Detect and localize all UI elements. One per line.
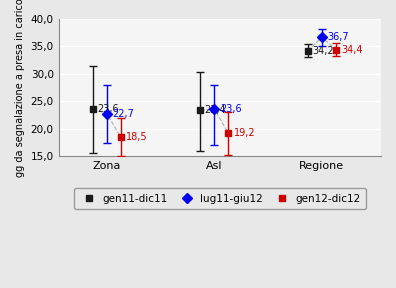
Text: 23,6: 23,6 — [97, 104, 119, 114]
Text: 34,2: 34,2 — [312, 46, 334, 56]
Y-axis label: gg da segnalazione a presa in carico: gg da segnalazione a presa in carico — [15, 0, 25, 177]
Text: 36,7: 36,7 — [327, 32, 349, 42]
Text: 22,7: 22,7 — [112, 109, 134, 119]
Text: 19,2: 19,2 — [234, 128, 255, 138]
Legend: gen11-dic11, lug11-giu12, gen12-dic12: gen11-dic11, lug11-giu12, gen12-dic12 — [74, 188, 366, 209]
Text: 23,4: 23,4 — [205, 105, 227, 115]
Text: 23,6: 23,6 — [220, 104, 242, 114]
Text: 18,5: 18,5 — [126, 132, 148, 142]
Text: 34,4: 34,4 — [341, 45, 363, 55]
